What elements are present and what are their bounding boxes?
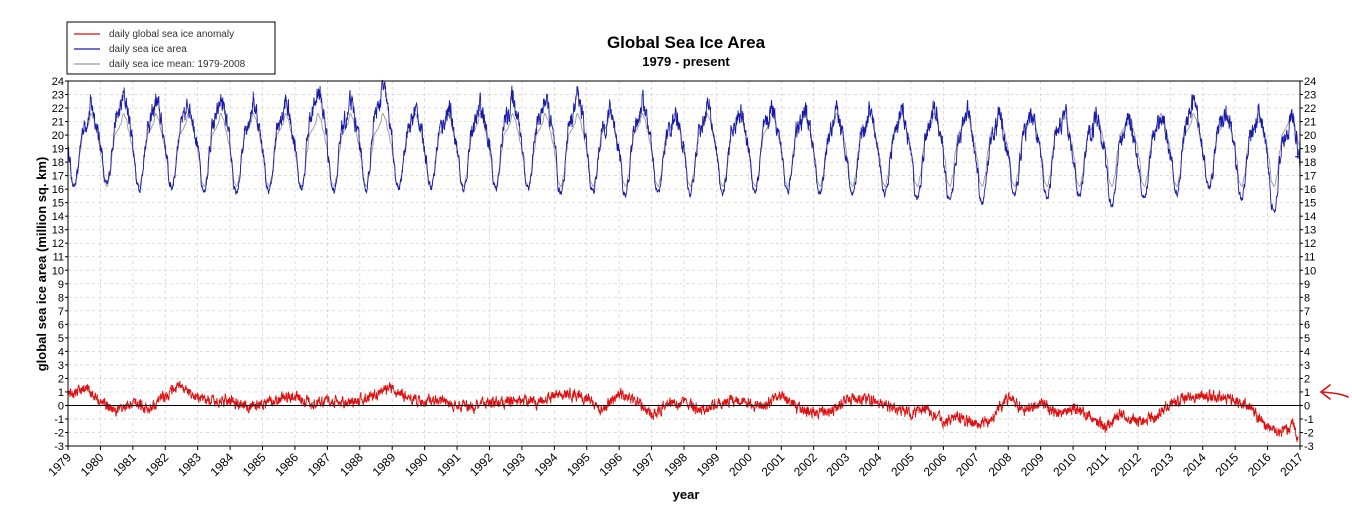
y-axis-label: global sea ice area (million sq. km) bbox=[34, 157, 49, 372]
y-tick-label-left: 7 bbox=[58, 306, 64, 318]
plot-frame bbox=[67, 80, 1301, 447]
y-tick-label-left: 17 bbox=[52, 171, 64, 183]
y-tick-label-left: 21 bbox=[52, 117, 64, 129]
y-tick-label-right: -3 bbox=[1304, 441, 1314, 453]
grid-layer bbox=[67, 80, 1301, 447]
y-tick-label-left: -2 bbox=[54, 427, 64, 439]
legend-label-mean: daily sea ice mean: 1979-2008 bbox=[109, 59, 246, 70]
legend: daily global sea ice anomaly daily sea i… bbox=[66, 21, 276, 75]
y-tick-label-left: 22 bbox=[52, 103, 64, 115]
x-axis-label: year bbox=[673, 487, 700, 502]
y-tick-label-right: 1 bbox=[1304, 387, 1310, 399]
y-tick-label-left: 23 bbox=[52, 90, 64, 102]
y-tick-label-right: 17 bbox=[1304, 171, 1316, 183]
chart-title: Global Sea Ice Area bbox=[607, 33, 766, 52]
y-tick-label-right: 4 bbox=[1304, 346, 1310, 358]
y-tick-label-right: 2 bbox=[1304, 373, 1310, 385]
y-tick-label-left: 12 bbox=[52, 238, 64, 250]
y-tick-label-left: 4 bbox=[58, 346, 64, 358]
y-tick-label-right: 15 bbox=[1304, 198, 1316, 210]
y-tick-label-left: 3 bbox=[58, 360, 64, 372]
y-tick-label-right: 16 bbox=[1304, 184, 1316, 196]
y-tick-label-left: -1 bbox=[54, 414, 64, 426]
y-tick-label-left: 11 bbox=[53, 252, 64, 264]
y-tick-label-right: 14 bbox=[1304, 211, 1316, 223]
series-layer bbox=[67, 79, 1301, 443]
y-tick-label-right: 22 bbox=[1304, 103, 1316, 115]
arrow-icon bbox=[1319, 384, 1349, 400]
y-tick-label-right: 8 bbox=[1304, 292, 1310, 304]
series-line-daily-area bbox=[67, 79, 1301, 214]
y-tick-label-right: 10 bbox=[1304, 265, 1316, 277]
y-tick-label-right: 23 bbox=[1304, 90, 1316, 102]
y-tick-label-right: 3 bbox=[1304, 360, 1310, 372]
y-tick-label-right: 9 bbox=[1304, 279, 1310, 291]
y-tick-label-right: -2 bbox=[1304, 427, 1314, 439]
y-tick-label-right: 18 bbox=[1304, 157, 1316, 169]
y-tick-label-left: 18 bbox=[52, 157, 64, 169]
y-tick-label-left: 9 bbox=[58, 279, 64, 291]
y-tick-label-right: 21 bbox=[1304, 117, 1316, 129]
y-tick-label-left: 19 bbox=[52, 144, 64, 156]
legend-label-area: daily sea ice area bbox=[109, 44, 187, 55]
chart-subtitle: 1979 - present bbox=[642, 54, 730, 69]
y-tick-label-right: 20 bbox=[1304, 130, 1316, 142]
y-tick-label-left: 1 bbox=[58, 387, 64, 399]
y-tick-label-left: 8 bbox=[58, 292, 64, 304]
y-tick-label-left: 20 bbox=[52, 130, 64, 142]
y-tick-label-left: 24 bbox=[52, 76, 64, 88]
y-tick-label-right: 19 bbox=[1304, 144, 1316, 156]
y-tick-label-left: 14 bbox=[52, 211, 64, 223]
y-tick-label-right: -1 bbox=[1304, 414, 1314, 426]
y-tick-label-left: 15 bbox=[52, 198, 64, 210]
y-tick-label-left: 5 bbox=[58, 333, 64, 345]
legend-label-anomaly: daily global sea ice anomaly bbox=[109, 29, 234, 40]
legend-box bbox=[66, 21, 276, 75]
y-tick-label-right: 5 bbox=[1304, 333, 1310, 345]
y-tick-label-left: 13 bbox=[52, 225, 64, 237]
series-line-daily-anomaly bbox=[67, 380, 1299, 443]
y-tick-label-right: 13 bbox=[1304, 225, 1316, 237]
y-tick-label-right: 7 bbox=[1304, 306, 1310, 318]
y-tick-label-right: 24 bbox=[1304, 76, 1316, 88]
y-tick-label-left: 2 bbox=[58, 373, 64, 385]
y-tick-label-left: -3 bbox=[54, 441, 64, 453]
y-tick-label-right: 11 bbox=[1304, 252, 1315, 264]
y-tick-label-left: 0 bbox=[58, 400, 64, 412]
red-arrow-annotation bbox=[1319, 384, 1349, 400]
y-tick-label-right: 12 bbox=[1304, 238, 1316, 250]
y-tick-label-left: 6 bbox=[58, 319, 64, 331]
y-tick-label-right: 6 bbox=[1304, 319, 1310, 331]
y-tick-label-left: 10 bbox=[52, 265, 64, 277]
y-tick-label-right: 0 bbox=[1304, 400, 1310, 412]
y-tick-label-left: 16 bbox=[52, 184, 64, 196]
